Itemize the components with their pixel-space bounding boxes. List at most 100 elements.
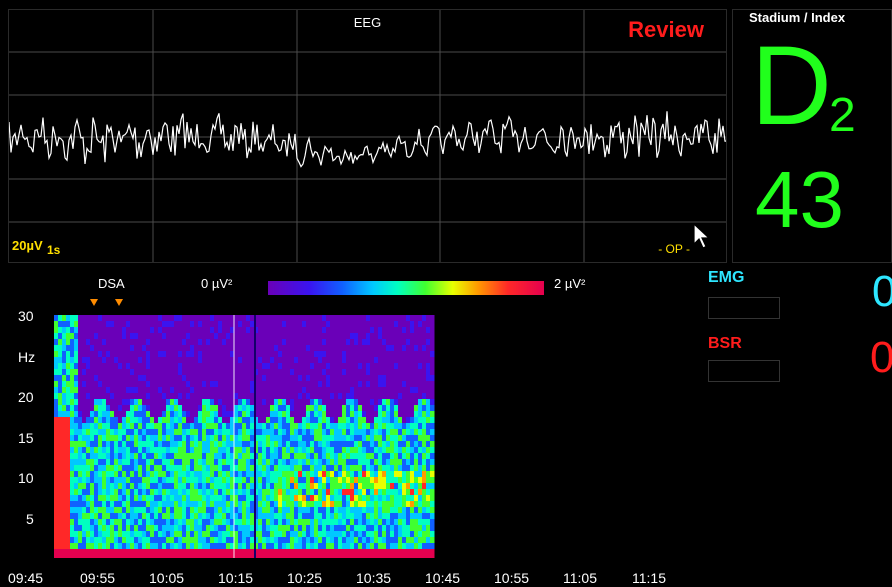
spectrogram-cell xyxy=(430,513,435,520)
spectrogram-cell xyxy=(126,465,131,472)
spectrogram-cell xyxy=(346,399,351,406)
spectrogram-cell xyxy=(306,363,311,370)
spectrogram-cell xyxy=(270,399,275,406)
spectrogram-cell xyxy=(54,375,59,382)
spectrogram-cell xyxy=(294,465,299,472)
spectrogram-cell xyxy=(430,435,435,442)
spectrogram-cell xyxy=(226,363,231,370)
spectrogram-cell xyxy=(98,363,103,370)
spectrogram-cell xyxy=(326,471,331,478)
spectrogram-cell xyxy=(102,333,107,340)
spectrogram-cell xyxy=(82,357,87,364)
spectrogram-cell xyxy=(234,543,239,550)
spectrogram-cell xyxy=(54,435,59,442)
spectrogram-cell xyxy=(426,489,431,496)
spectrogram-cell xyxy=(222,447,227,454)
spectrogram-cell xyxy=(262,321,267,328)
spectrogram-cell xyxy=(58,543,63,550)
spectrogram-cell xyxy=(106,375,111,382)
spectrogram-cell xyxy=(274,393,279,400)
spectrogram-cell xyxy=(330,543,335,550)
spectrogram-cell xyxy=(302,477,307,484)
spectrogram-cell xyxy=(426,345,431,352)
spectrogram-cell xyxy=(190,333,195,340)
spectrogram-cell xyxy=(86,519,91,526)
spectrogram-cell xyxy=(410,507,415,514)
spectrogram-cell xyxy=(386,507,391,514)
spectrogram-cell xyxy=(406,465,411,472)
amplitude-scale-label: 20µV xyxy=(12,238,43,253)
spectrogram-cell xyxy=(94,519,99,526)
spectrogram-cell xyxy=(422,357,427,364)
spectrogram-cell xyxy=(346,549,351,556)
spectrogram-cell xyxy=(186,429,191,436)
spectrogram-cell xyxy=(294,459,299,466)
spectrogram-cell xyxy=(118,495,123,502)
spectrogram-cell xyxy=(318,441,323,448)
spectrogram-cell xyxy=(314,363,319,370)
spectrogram-cell xyxy=(58,381,63,388)
spectrogram-cell xyxy=(62,519,67,526)
spectrogram-cell xyxy=(122,315,127,322)
spectrogram-cell xyxy=(66,483,71,490)
spectrogram-cell xyxy=(150,417,155,424)
spectrogram-cell xyxy=(210,411,215,418)
spectrogram-cell xyxy=(290,417,295,424)
spectrogram-cell xyxy=(230,423,235,430)
colorbar-max-label: 2 µV² xyxy=(554,276,586,291)
spectrogram-cell xyxy=(62,417,67,424)
spectrogram-cell xyxy=(66,495,71,502)
spectrogram-cell xyxy=(282,465,287,472)
spectrogram-cell xyxy=(410,393,415,400)
spectrogram-cell xyxy=(390,531,395,538)
spectrogram-cell xyxy=(186,399,191,406)
spectrogram-cell xyxy=(254,345,259,352)
spectrogram-cell xyxy=(318,471,323,478)
spectrogram-cell xyxy=(342,375,347,382)
spectrogram-cell xyxy=(298,393,303,400)
spectrogram-cell xyxy=(426,501,431,508)
spectrogram-cell xyxy=(290,531,295,538)
spectrogram-cell xyxy=(358,375,363,382)
spectrogram-cell xyxy=(250,345,255,352)
spectrogram-cell xyxy=(382,483,387,490)
spectrogram-cell xyxy=(278,423,283,430)
spectrogram-cell xyxy=(178,549,183,556)
spectrogram-cell xyxy=(238,525,243,532)
spectrogram-cell xyxy=(342,399,347,406)
spectrogram-cell xyxy=(186,423,191,430)
spectrogram-cell xyxy=(78,483,83,490)
spectrogram-cell xyxy=(354,447,359,454)
spectrogram-cell xyxy=(418,555,423,558)
spectrogram-cell xyxy=(174,393,179,400)
spectrogram-cell xyxy=(326,525,331,532)
spectrogram-cell xyxy=(58,351,63,358)
review-mode-label[interactable]: Review xyxy=(628,17,704,42)
spectrogram-cell xyxy=(430,363,435,370)
spectrogram-cell xyxy=(358,543,363,550)
spectrogram-cell xyxy=(326,327,331,334)
spectrogram-cell xyxy=(166,327,171,334)
spectrogram-cell xyxy=(358,549,363,556)
spectrogram-cell xyxy=(398,387,403,394)
spectrogram-cell xyxy=(314,501,319,508)
spectrogram-cell xyxy=(378,477,383,484)
spectrogram-cell xyxy=(94,471,99,478)
spectrogram-cell xyxy=(202,489,207,496)
spectrogram-cell xyxy=(314,417,319,424)
spectrogram-cell xyxy=(342,549,347,556)
spectrogram-cell xyxy=(134,525,139,532)
spectrogram-cell xyxy=(366,519,371,526)
spectrogram-cell xyxy=(226,477,231,484)
spectrogram-cell xyxy=(134,357,139,364)
spectrogram-cell xyxy=(134,471,139,478)
spectrogram-cell xyxy=(90,423,95,430)
spectrogram-cell xyxy=(90,315,95,322)
spectrogram-cell xyxy=(394,483,399,490)
spectrogram-cell xyxy=(322,315,327,322)
spectrogram-cell xyxy=(122,543,127,550)
spectrogram-cell xyxy=(98,375,103,382)
spectrogram-cell xyxy=(90,357,95,364)
spectrogram-cell xyxy=(310,459,315,466)
spectrogram-cell xyxy=(206,471,211,478)
